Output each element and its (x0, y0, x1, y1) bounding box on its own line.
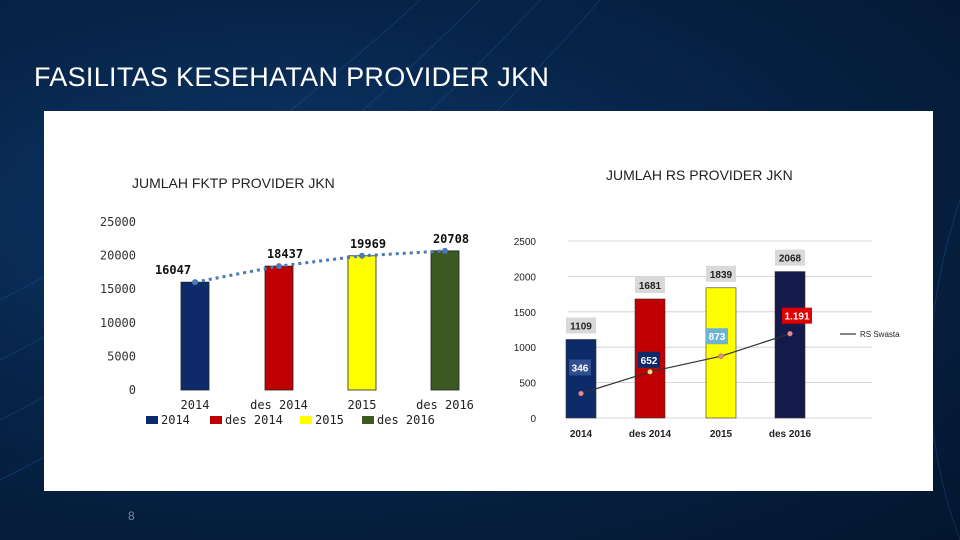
fktp-chart-title: JUMLAH FKTP PROVIDER JKN (132, 175, 335, 191)
x-tick-label: 2015 (348, 398, 377, 412)
data-label: 1839 (710, 270, 733, 281)
series-data-label: 652 (641, 356, 658, 367)
bar (565, 339, 597, 419)
x-tick-label: des 2014 (250, 398, 308, 412)
bar (180, 281, 210, 391)
series-point (718, 353, 724, 359)
x-tick-label: des 2016 (416, 398, 474, 412)
data-label-box (775, 249, 805, 266)
rs-chart-title: JUMLAH RS PROVIDER JKN (606, 167, 793, 183)
legend-swatch (300, 416, 312, 424)
fktp-bar-chart: 0 5000 10000 15000 20000 25000 16047 2014 18437 d… (100, 215, 474, 427)
page-number: 8 (128, 509, 135, 523)
data-label: 1109 (570, 321, 592, 332)
y-tick-label: 25000 (100, 215, 136, 229)
bar (264, 265, 294, 391)
series-line (580, 333, 791, 395)
x-tick-label: des 2014 (629, 429, 672, 440)
y-tick-label: 2000 (514, 272, 537, 283)
y-tick-label: 2500 (514, 237, 537, 248)
y-tick-label: 5000 (107, 349, 136, 363)
series-label-box (706, 328, 728, 345)
series-label-box (782, 307, 812, 324)
rs-bar-chart: 0 500 1000 1500 2000 2500 1109 2014 1681 des 2014… (514, 237, 900, 440)
data-label-box (706, 265, 736, 282)
series-label-box (569, 359, 591, 376)
data-label: 2068 (779, 254, 802, 265)
legend-label: RS Swasta (860, 330, 900, 339)
y-tick-label: 15000 (100, 282, 136, 296)
series-data-label: 346 (572, 364, 589, 375)
y-tick-label: 10000 (100, 316, 136, 330)
legend-label: des 2016 (377, 413, 435, 427)
data-label: 20708 (433, 232, 469, 246)
series-data-label: 1.191 (784, 312, 809, 323)
data-label: 16047 (155, 263, 191, 277)
series-point (647, 369, 653, 375)
legend-label: des 2014 (225, 413, 283, 427)
bar (430, 250, 460, 391)
data-label: 18437 (267, 247, 303, 261)
y-tick-label: 0 (530, 414, 536, 425)
slide-title: FASILITAS KESEHATAN PROVIDER JKN (34, 62, 550, 92)
series-label-box (638, 351, 660, 368)
bar (774, 271, 806, 419)
trend-point (192, 279, 198, 286)
x-tick-label: 2014 (181, 398, 210, 412)
data-label-box (566, 317, 596, 334)
legend-swatch (362, 416, 374, 424)
x-tick-label: 2015 (710, 429, 733, 440)
data-label: 19969 (350, 237, 386, 251)
series-point (578, 390, 584, 397)
trend-point (442, 247, 448, 254)
y-tick-label: 1000 (514, 343, 537, 354)
trend-line (194, 249, 446, 284)
x-tick-label: 2014 (570, 429, 593, 440)
bar (347, 255, 377, 391)
charts-panel: JUMLAH FKTP PROVIDER JKN JUMLAH RS PROVI… (44, 111, 933, 491)
series-point (787, 330, 793, 337)
data-label-box (635, 276, 665, 293)
y-tick-label: 20000 (100, 249, 136, 263)
legend-label: 2014 (161, 413, 190, 427)
series-data-label: 873 (709, 332, 726, 343)
y-tick-label: 500 (519, 379, 536, 390)
x-tick-label: des 2016 (769, 429, 812, 440)
data-label: 1681 (639, 281, 662, 292)
y-tick-label: 1500 (514, 308, 537, 319)
trend-point (359, 252, 365, 259)
legend-swatch (210, 416, 222, 424)
legend-label: 2015 (315, 413, 344, 427)
legend-swatch (146, 416, 158, 424)
trend-point (276, 263, 282, 270)
y-tick-label: 0 (129, 383, 136, 397)
